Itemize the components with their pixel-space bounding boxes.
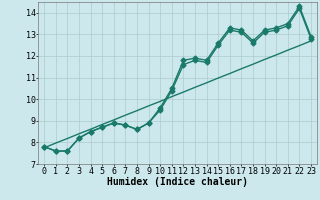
X-axis label: Humidex (Indice chaleur): Humidex (Indice chaleur): [107, 177, 248, 187]
